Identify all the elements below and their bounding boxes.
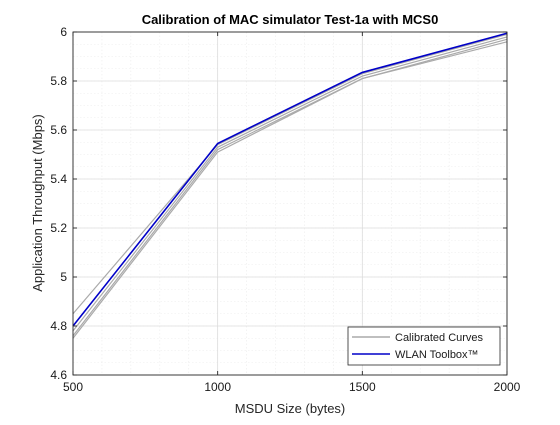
x-tick-label: 1500	[349, 380, 376, 394]
axes-layer: 500 1000 1500 2000 4.6 4.8 5 5.2 5.4 5.6 5.8 6	[50, 25, 520, 394]
y-tick-label: 4.6	[50, 368, 67, 382]
x-axis-label: MSDU Size (bytes)	[235, 401, 346, 416]
legend-box	[347, 326, 501, 366]
y-tick-label: 5.6	[50, 123, 67, 137]
series-layer	[72, 32, 508, 339]
y-tick-label: 6	[60, 25, 67, 39]
chart-title: Calibration of MAC simulator Test-1a wit…	[142, 12, 439, 27]
x-tick-label: 1000	[204, 380, 231, 394]
x-tick-label: 500	[63, 380, 83, 394]
series-line-toolbox-4	[72, 32, 508, 327]
legend-label-calibrated: Calibrated Curves	[395, 332, 484, 344]
y-tick-label: 5.8	[50, 74, 67, 88]
y-tick-label: 4.8	[50, 319, 67, 333]
y-axis-label: Application Throughput (Mbps)	[30, 114, 45, 292]
y-tick-label: 5	[60, 270, 67, 284]
series-line-calibrated-0	[72, 33, 508, 315]
series-line-calibrated-3	[72, 41, 508, 339]
series-line-calibrated-2	[72, 38, 508, 337]
axes-box	[72, 31, 508, 376]
y-tick-label: 5.2	[50, 221, 67, 235]
legend-label-toolbox: WLAN Toolbox™	[395, 349, 479, 361]
y-tick-label: 5.4	[50, 172, 67, 186]
x-tick-label: 2000	[494, 380, 521, 394]
series-line-calibrated-1	[72, 36, 508, 332]
legend: Calibrated Curves WLAN Toolbox™	[347, 326, 501, 366]
